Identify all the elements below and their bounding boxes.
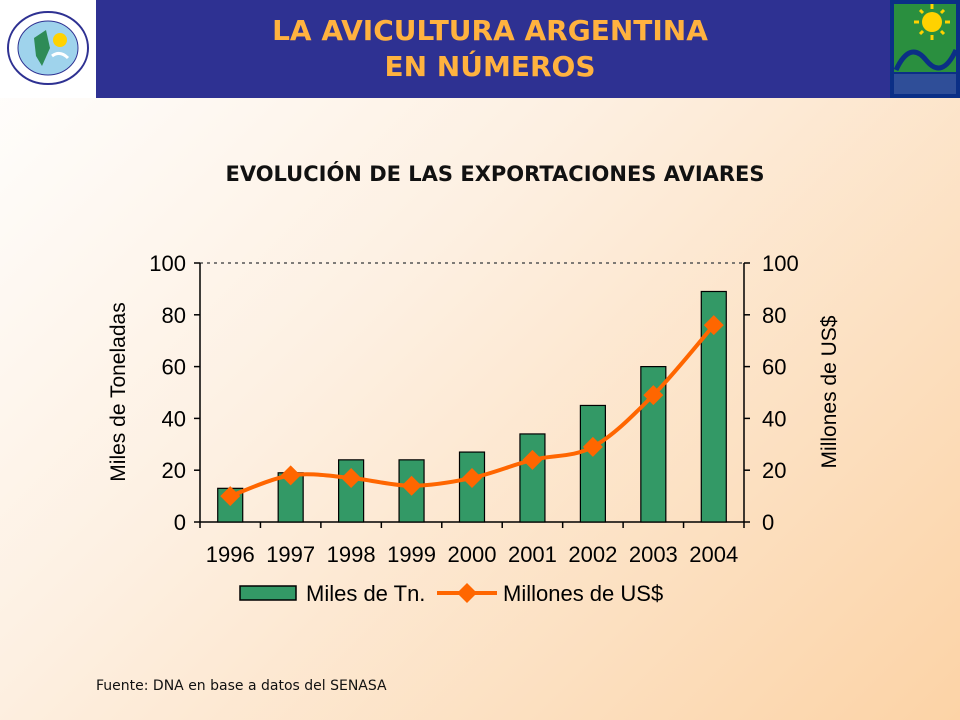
legend-label-line: Millones de US$ (503, 581, 663, 606)
x-tick-label: 2003 (629, 542, 678, 567)
x-tick-label: 1996 (206, 542, 255, 567)
y-tick-label: 40 (162, 406, 186, 431)
bar (640, 366, 667, 523)
y-tick-label: 60 (162, 355, 186, 380)
bar (277, 472, 304, 523)
series-line (229, 323, 716, 498)
y2-tick-label: 80 (762, 303, 786, 328)
legend-swatch-bar (239, 585, 297, 601)
y2-tick-label: 0 (762, 510, 774, 535)
line-point (401, 475, 422, 496)
x-tick-label: 2000 (448, 542, 497, 567)
source-note: Fuente: DNA en base a datos del SENASA (96, 678, 387, 694)
line-point (582, 436, 603, 457)
bar (338, 459, 365, 523)
y-tick-label: 80 (162, 303, 186, 328)
bar (700, 290, 727, 523)
y-tick-label: 100 (149, 251, 186, 276)
alimentos-argentinos-logo (0, 0, 98, 98)
legend-label-bar: Miles de Tn. (306, 581, 425, 606)
chart-title: EVOLUCIÓN DE LAS EXPORTACIONES AVIARES (225, 162, 765, 186)
secretaria-agricultura-logo (890, 0, 960, 98)
alimentos-argentinos-logo-icon (7, 11, 89, 85)
y2-axis-label: Millones de US$ (818, 315, 841, 468)
line-point (643, 385, 664, 406)
y2-tick-label: 40 (762, 406, 786, 431)
header-banner: LA AVICULTURA ARGENTINA EN NÚMEROS (0, 0, 960, 98)
bar (217, 487, 244, 523)
x-tick-label: 1999 (387, 542, 436, 567)
x-tick-label: 1997 (266, 542, 315, 567)
y-tick-label: 0 (174, 510, 186, 535)
y-axis-label: Miles de Toneladas (107, 302, 130, 481)
line-point (341, 467, 362, 488)
x-tick-label: 2002 (568, 542, 617, 567)
x-tick-label: 2004 (689, 542, 738, 567)
x-tick-label: 1998 (327, 542, 376, 567)
y2-tick-label: 60 (762, 355, 786, 380)
bar (579, 404, 606, 523)
bar (519, 433, 546, 523)
line-point (280, 465, 301, 486)
y2-tick-label: 20 (762, 458, 786, 483)
line-point (522, 449, 543, 470)
header-title-line2: EN NÚMEROS (384, 50, 596, 83)
header-title-line1: LA AVICULTURA ARGENTINA (272, 14, 708, 47)
bar (398, 459, 425, 523)
y-tick-label: 20 (162, 458, 186, 483)
secretaria-agricultura-logo-icon (893, 4, 959, 94)
x-tick-label: 2001 (508, 542, 557, 567)
y2-tick-label: 100 (762, 251, 799, 276)
line-point (462, 467, 482, 488)
bar (458, 451, 486, 523)
legend-swatch-marker (457, 583, 477, 603)
line-point (220, 486, 241, 507)
line-point (703, 315, 724, 336)
